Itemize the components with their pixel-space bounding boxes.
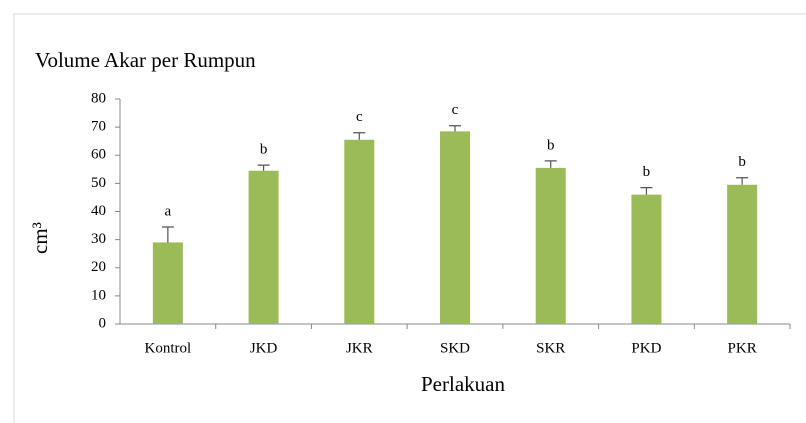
- bar: [344, 139, 375, 324]
- chart-title: Volume Akar per Rumpun: [35, 48, 256, 72]
- annotation-label: b: [643, 164, 651, 180]
- annotation-label: b: [260, 142, 268, 158]
- x-tick-label: Kontrol: [145, 340, 192, 356]
- y-tick-label: 20: [91, 259, 106, 275]
- error-bar: [257, 164, 270, 171]
- error-bar: [161, 226, 174, 243]
- x-axis-title: Perlakuan: [421, 372, 505, 396]
- y-tick-label: 50: [91, 175, 106, 191]
- error-bar: [353, 132, 366, 140]
- bar: [152, 242, 183, 324]
- bar: [248, 170, 279, 324]
- y-tick-label: 10: [91, 287, 106, 303]
- annotation-label: b: [547, 137, 555, 153]
- x-tick-label: PKR: [728, 340, 757, 356]
- annotation-label: b: [738, 154, 746, 170]
- y-tick-label: 30: [91, 231, 106, 247]
- bar: [727, 184, 758, 324]
- bar: [535, 167, 566, 324]
- error-bar: [544, 160, 557, 168]
- y-axis-title: cm³: [28, 222, 52, 254]
- y-tick-label: 80: [91, 90, 106, 106]
- y-tick-label: 40: [91, 203, 106, 219]
- y-tick-label: 70: [91, 119, 106, 135]
- error-bar: [736, 177, 749, 185]
- annotation-label: c: [356, 109, 363, 125]
- x-tick-label: JKR: [346, 340, 373, 356]
- bar: [440, 131, 470, 324]
- error-bar: [640, 186, 653, 195]
- chart-border: [13, 13, 806, 423]
- annotation-label: c: [452, 102, 459, 118]
- error-bar: [449, 125, 461, 132]
- x-tick-label: SKR: [536, 340, 565, 356]
- y-tick-label: 60: [91, 147, 106, 163]
- x-tick-label: PKD: [631, 340, 661, 356]
- annotation-label: a: [165, 203, 172, 219]
- y-tick-label: 0: [99, 315, 107, 331]
- x-tick-label: SKD: [440, 340, 470, 356]
- bar: [631, 194, 662, 324]
- x-tick-label: JKD: [250, 340, 278, 356]
